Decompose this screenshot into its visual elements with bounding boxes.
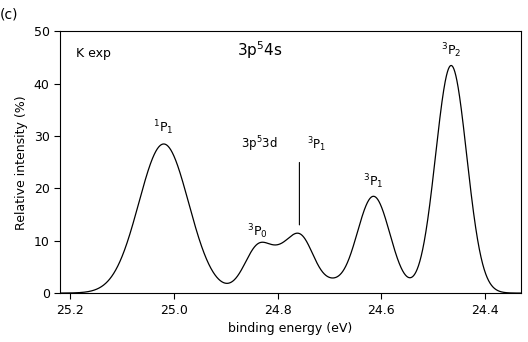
Text: $^3$P$_0$: $^3$P$_0$ <box>247 222 267 241</box>
Text: 3p$^5$4s: 3p$^5$4s <box>237 39 282 61</box>
Text: $^3$P$_1$: $^3$P$_1$ <box>307 136 327 155</box>
Text: $^3$P$_2$: $^3$P$_2$ <box>441 42 461 60</box>
Text: 3p$^5$3d: 3p$^5$3d <box>241 135 278 155</box>
X-axis label: binding energy (eV): binding energy (eV) <box>229 322 353 335</box>
Text: $^3$P$_1$: $^3$P$_1$ <box>363 172 384 191</box>
Y-axis label: Relative intensity (%): Relative intensity (%) <box>15 95 28 229</box>
Text: $^1$P$_1$: $^1$P$_1$ <box>154 118 174 137</box>
Text: K exp: K exp <box>76 47 110 60</box>
Text: (c): (c) <box>0 7 18 21</box>
